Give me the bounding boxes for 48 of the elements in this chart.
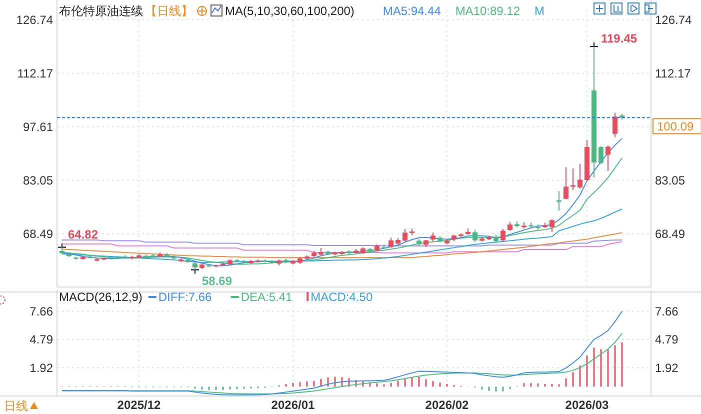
y-tick-label: 112.17 <box>17 66 54 80</box>
legend-title: MA(5,10,30,60,100,200) <box>225 4 354 18</box>
y-tick-label: 7.66 <box>30 304 54 318</box>
legend-label: DEA:5.41 <box>240 290 293 304</box>
line-series <box>62 310 622 396</box>
y2-tick-label: 4.79 <box>655 332 679 347</box>
annotation: 58.69 <box>202 274 232 288</box>
chart-subtitle: 【日线】 <box>145 4 193 18</box>
candlestick <box>564 166 568 200</box>
candlestick <box>612 112 618 138</box>
y2-tick-label: 1.92 <box>655 360 679 375</box>
x-tick-label: 2026/01 <box>271 398 316 412</box>
candlestick <box>402 228 408 242</box>
y2-tick-label: 83.05 <box>655 173 686 188</box>
y-tick-label: 126.74 <box>16 12 54 27</box>
y2-tick-label: 126.74 <box>655 12 692 27</box>
candlestick <box>500 228 506 242</box>
text: M <box>534 4 545 18</box>
candlestick <box>606 145 610 172</box>
chart-title: 布伦特原油连续 <box>59 4 143 18</box>
ref-line-label: 100.09 <box>657 120 694 134</box>
y2-tick-label: 7.66 <box>655 304 679 318</box>
legend-label: MACD:4.50 <box>310 290 373 304</box>
annotation: 64.82 <box>68 227 98 242</box>
text: MA5:94.44 <box>382 4 442 18</box>
chart-title: MACD(26,12,9) <box>59 290 142 304</box>
candlestick <box>570 168 576 191</box>
x-tick-label: 2026/02 <box>425 398 470 412</box>
candlestick <box>472 229 478 242</box>
y-tick-label: 97.61 <box>22 120 54 134</box>
candlestick <box>388 237 394 248</box>
x-tick-label: 2025/12 <box>117 398 162 412</box>
candlestick <box>598 146 604 165</box>
line-series <box>62 232 622 258</box>
text: MA10:89.12 <box>455 4 520 18</box>
legend-label: DIFF:7.66 <box>158 290 212 304</box>
y-tick-label: 68.49 <box>22 226 54 241</box>
annotation: 119.45 <box>601 32 638 46</box>
text: 日线 <box>4 399 28 413</box>
candlestick <box>550 218 554 232</box>
y-tick-label: 1.92 <box>30 360 54 375</box>
y-tick-label: 83.05 <box>22 173 54 188</box>
y2-tick-label: 68.49 <box>655 226 686 241</box>
candlestick <box>556 190 562 212</box>
y-tick-label: 4.79 <box>30 332 54 347</box>
candlestick <box>578 163 582 190</box>
x-tick-label: 2026/03 <box>565 398 610 412</box>
y2-tick-label: 112.17 <box>655 66 692 80</box>
